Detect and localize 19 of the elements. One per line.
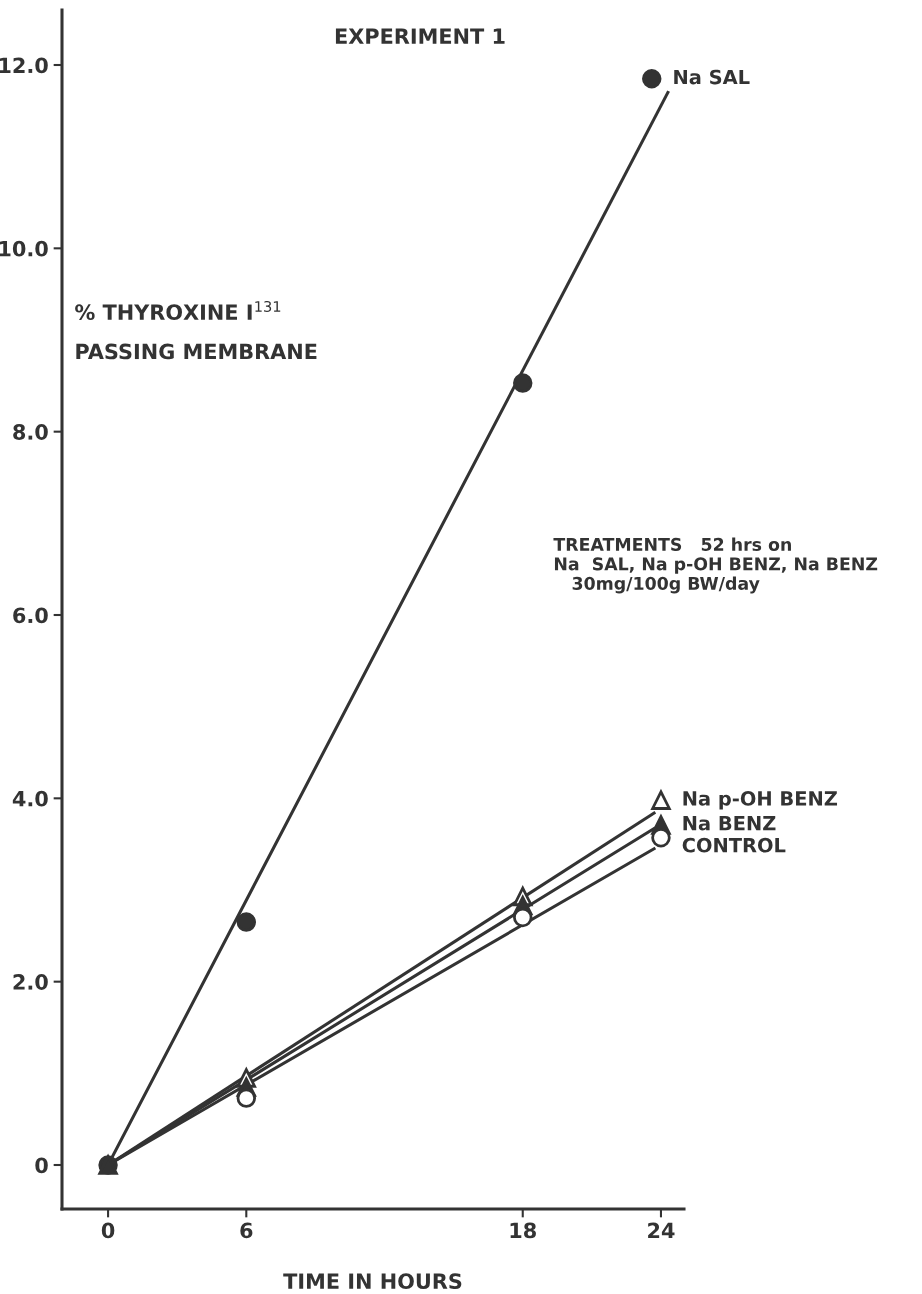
y-tick-label: 12.0 bbox=[0, 57, 48, 74]
x-tick-label: 6 bbox=[240, 1222, 253, 1239]
x-axis-title: TIME IN HOURS bbox=[283, 1273, 462, 1290]
series-label: Na SAL bbox=[674, 69, 750, 85]
x-tick-label: 24 bbox=[648, 1222, 675, 1239]
annotation: TREATMENTS 52 hrs on Na SAL, Na p-OH BENZ, Na BENZ 30mg/100g BW/day bbox=[553, 537, 878, 594]
x-tick-label: 18 bbox=[510, 1222, 536, 1239]
y-tick-label: 8.0 bbox=[13, 424, 48, 440]
y-tick-label: 0 bbox=[35, 1157, 48, 1174]
series-label: Na BENZ bbox=[683, 816, 776, 831]
y-tick-label: 4.0 bbox=[12, 790, 48, 807]
x-tick-label: 0 bbox=[101, 1222, 115, 1239]
text: EXPERIMENT 1 bbox=[335, 28, 505, 44]
y-tick-label: 2.0 bbox=[13, 974, 48, 990]
series-label: CONTROL bbox=[682, 837, 786, 853]
y-tick-label: 10.0 bbox=[0, 240, 48, 257]
series-label: Na p-OH BENZ bbox=[683, 791, 838, 810]
text: % THYROXINE I$^{131}$ PASSING MEMBRANE bbox=[75, 300, 317, 360]
y-tick-label: 6.0 bbox=[13, 607, 48, 624]
